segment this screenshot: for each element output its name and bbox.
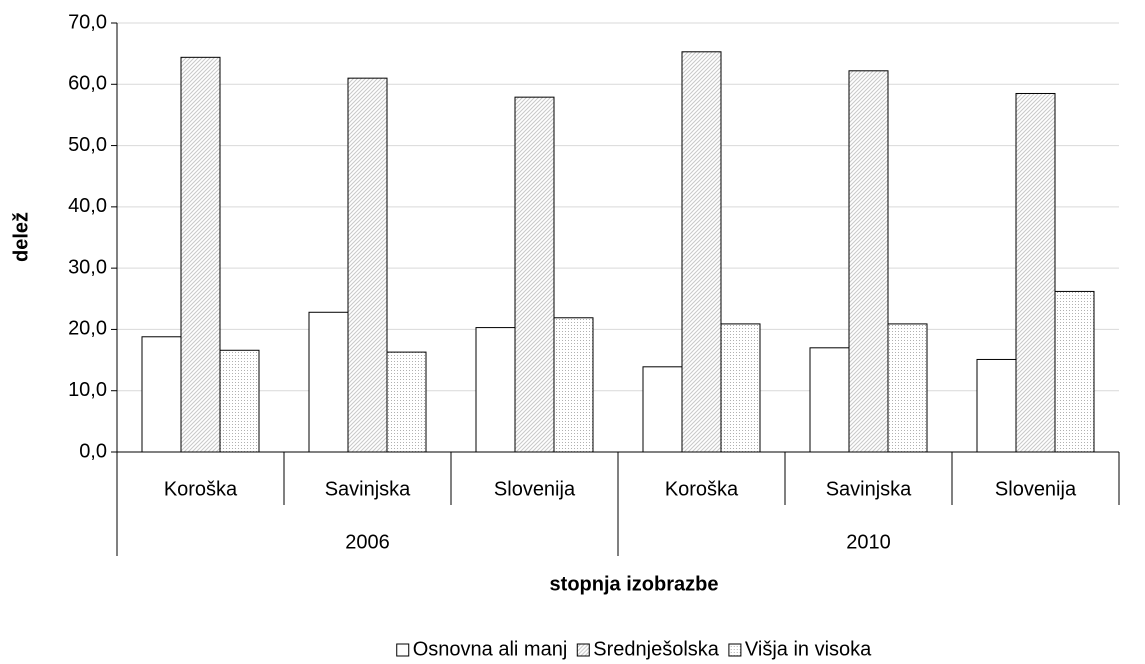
y-tick-label: 30,0 [68, 256, 107, 278]
bar [848, 70, 889, 453]
y-tick-label: 70,0 [68, 11, 107, 33]
bar [642, 366, 683, 453]
bar [219, 349, 260, 453]
group-label: 2006 [345, 531, 390, 553]
y-tick-label: 50,0 [68, 134, 107, 156]
legend-label: Višja in visoka [745, 638, 872, 660]
legend-label: Osnovna ali manj [413, 638, 568, 660]
bar [809, 347, 850, 453]
x-tick-label: Slovenija [494, 478, 576, 500]
group-label: 2010 [846, 531, 891, 553]
y-tick-label: 40,0 [68, 195, 107, 217]
bar [347, 77, 388, 453]
x-tick-label: Savinjska [325, 478, 411, 500]
legend-swatch [728, 643, 742, 657]
bar [475, 327, 516, 453]
y-tick-label: 0,0 [79, 440, 107, 462]
x-axis-title: stopnja izobrazbe [550, 573, 719, 595]
bar [1054, 290, 1095, 453]
bar [180, 56, 221, 453]
y-tick-label: 10,0 [68, 379, 107, 401]
bar [386, 351, 427, 453]
y-axis-title: delež [10, 212, 32, 262]
bar [514, 96, 555, 453]
legend-swatch [576, 643, 590, 657]
bar [681, 51, 722, 453]
legend-swatch [396, 643, 410, 657]
y-tick-label: 60,0 [68, 73, 107, 95]
bar [553, 317, 594, 453]
bar [720, 323, 761, 453]
x-tick-label: Savinjska [826, 478, 912, 500]
legend-label: Srednješolska [593, 638, 720, 660]
bar [308, 311, 349, 453]
legend: Osnovna ali manj Srednješolska Višja in vi… [396, 638, 872, 660]
bar [976, 358, 1017, 453]
bar [887, 323, 928, 453]
bar [141, 336, 182, 453]
y-tick-label: 20,0 [68, 318, 107, 340]
x-tick-label: Koroška [665, 478, 739, 500]
x-tick-label: Koroška [164, 478, 238, 500]
x-tick-label: Slovenija [995, 478, 1077, 500]
bar [1015, 92, 1056, 453]
